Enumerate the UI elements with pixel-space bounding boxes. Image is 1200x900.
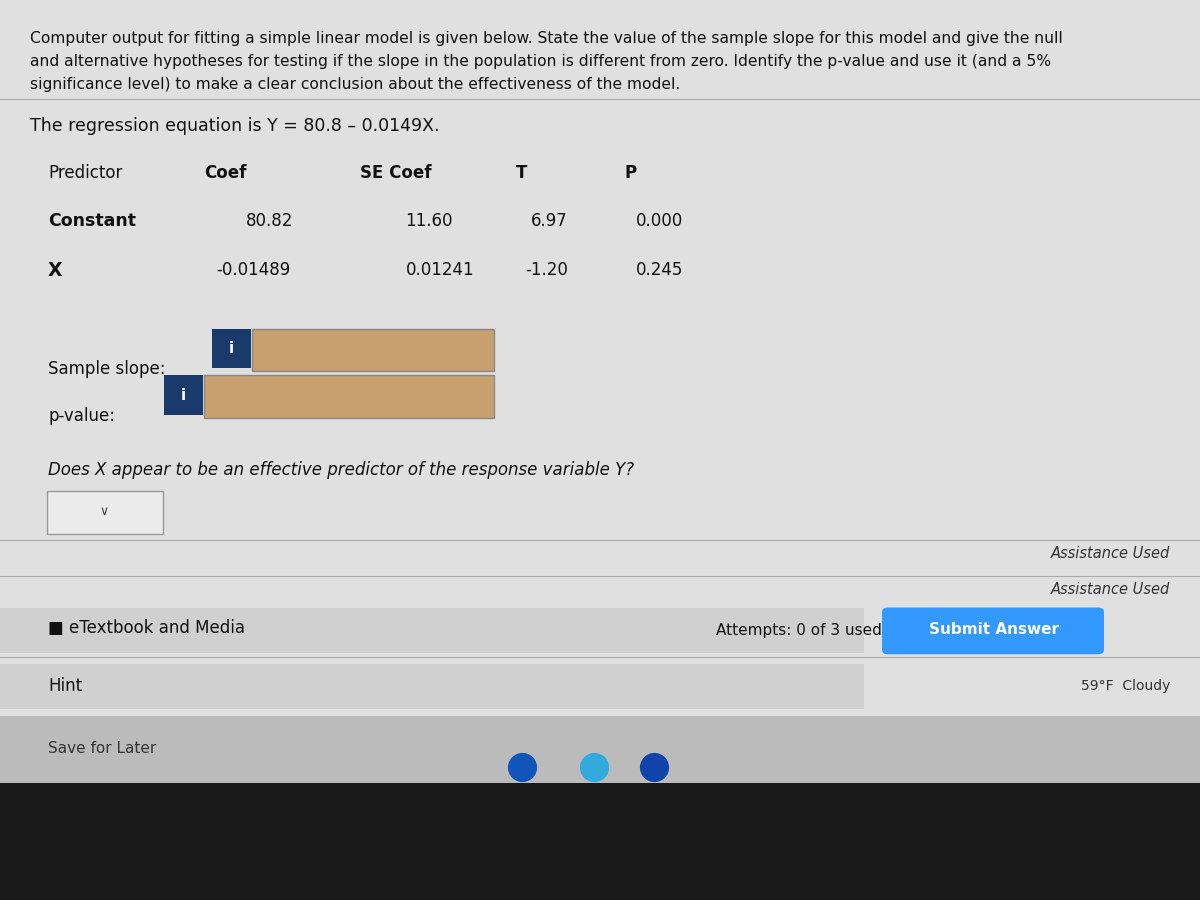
FancyBboxPatch shape	[204, 375, 494, 418]
FancyBboxPatch shape	[0, 716, 1200, 783]
Text: P: P	[624, 164, 636, 182]
Text: Assistance Used: Assistance Used	[1051, 546, 1170, 562]
Text: significance level) to make a clear conclusion about the effectiveness of the mo: significance level) to make a clear conc…	[30, 76, 680, 92]
Text: i: i	[181, 388, 186, 402]
Text: Assistance Used: Assistance Used	[1051, 582, 1170, 598]
Text: ■ eTextbook and Media: ■ eTextbook and Media	[48, 619, 245, 637]
Text: 80.82: 80.82	[246, 212, 293, 230]
Text: The regression equation is Y = 80.8 – 0.0149X.: The regression equation is Y = 80.8 – 0.…	[30, 117, 439, 135]
Text: -1.20: -1.20	[526, 261, 569, 279]
FancyBboxPatch shape	[0, 608, 864, 652]
FancyBboxPatch shape	[164, 375, 203, 415]
Text: Hint: Hint	[48, 677, 82, 695]
FancyBboxPatch shape	[0, 783, 1200, 900]
FancyBboxPatch shape	[47, 491, 163, 534]
Text: 59°F  Cloudy: 59°F Cloudy	[1081, 679, 1170, 693]
Text: Submit Answer: Submit Answer	[929, 623, 1058, 637]
Text: Save for Later: Save for Later	[48, 742, 156, 756]
Text: Computer output for fitting a simple linear model is given below. State the valu: Computer output for fitting a simple lin…	[30, 32, 1063, 47]
Text: Attempts: 0 of 3 used: Attempts: 0 of 3 used	[716, 623, 882, 637]
Text: 0.245: 0.245	[636, 261, 683, 279]
Text: and alternative hypotheses for testing if the slope in the population is differe: and alternative hypotheses for testing i…	[30, 54, 1051, 69]
Text: Constant: Constant	[48, 212, 136, 230]
Text: -0.01489: -0.01489	[216, 261, 290, 279]
FancyBboxPatch shape	[0, 664, 864, 709]
Text: SE Coef: SE Coef	[360, 164, 432, 182]
Text: Predictor: Predictor	[48, 164, 122, 182]
Text: Does X appear to be an effective predictor of the response variable Y?: Does X appear to be an effective predict…	[48, 461, 634, 479]
FancyBboxPatch shape	[882, 608, 1104, 654]
Text: 6.97: 6.97	[530, 212, 568, 230]
FancyBboxPatch shape	[252, 328, 494, 371]
Text: p-value:: p-value:	[48, 407, 115, 425]
Text: T: T	[516, 164, 527, 182]
Text: Coef: Coef	[204, 164, 246, 182]
Text: Sample slope:: Sample slope:	[48, 360, 166, 378]
Text: 0.01241: 0.01241	[406, 261, 474, 279]
Text: X: X	[48, 261, 62, 280]
Text: i: i	[229, 341, 234, 356]
Text: ∨: ∨	[100, 505, 109, 518]
Text: 0.000: 0.000	[636, 212, 683, 230]
Text: 11.60: 11.60	[406, 212, 454, 230]
FancyBboxPatch shape	[212, 328, 251, 368]
